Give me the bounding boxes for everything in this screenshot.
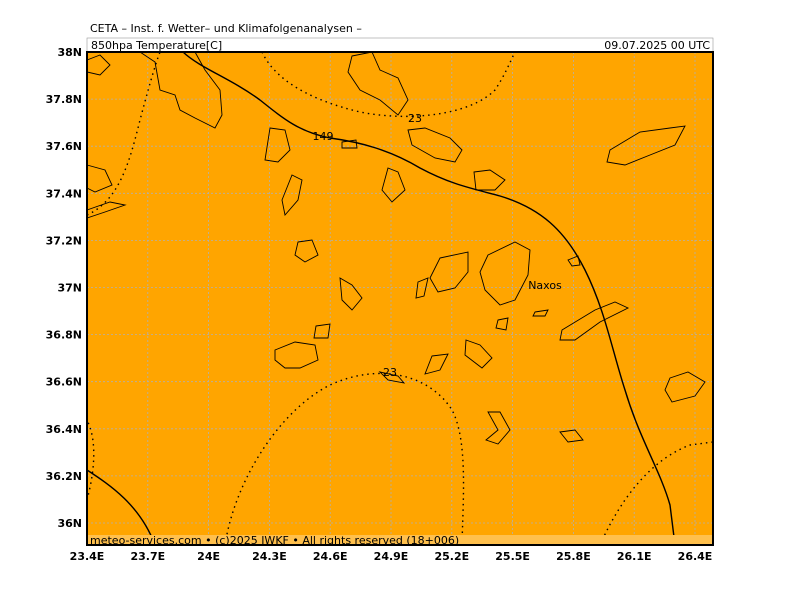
- island: [559, 301, 630, 341]
- island: [485, 411, 511, 445]
- lat-label: 38N: [57, 46, 82, 59]
- contours: [86, 51, 714, 546]
- contour-label: 23: [383, 366, 397, 379]
- title: CETA – Inst. f. Wetter– und Klimafolgena…: [90, 22, 362, 35]
- lat-label: 36.6N: [46, 376, 82, 389]
- map-area: [87, 52, 713, 545]
- island: [559, 429, 584, 443]
- lat-label: 37.6N: [46, 140, 82, 153]
- island: [424, 353, 449, 375]
- lon-label: 25.2E: [434, 550, 469, 563]
- lon-label: 24E: [197, 550, 220, 563]
- lon-label: 26.1E: [617, 550, 652, 563]
- lon-label: 25.5E: [495, 550, 530, 563]
- lat-label: 37.2N: [46, 234, 82, 247]
- contour-line: [86, 419, 95, 501]
- contour-label: 149: [313, 130, 334, 143]
- island: [339, 277, 363, 311]
- lon-label: 24.6E: [313, 550, 348, 563]
- contour-line: [86, 469, 156, 546]
- lat-label: 36.4N: [46, 423, 82, 436]
- variable: 850hpa Temperature[C]: [91, 39, 222, 52]
- contour-line: [86, 51, 161, 216]
- lat-label: 36.8N: [46, 329, 82, 342]
- island: [606, 125, 686, 166]
- lat-label: 37.4N: [46, 187, 82, 200]
- island: [473, 169, 506, 191]
- island: [381, 167, 406, 203]
- lat-label: 37.8N: [46, 93, 82, 106]
- island: [567, 255, 581, 267]
- valid-time: 09.07.2025 00 UTC: [604, 39, 710, 52]
- lon-label: 24.9E: [374, 550, 409, 563]
- map-frame: [86, 51, 714, 546]
- contour-label: 23: [408, 112, 422, 125]
- island: [378, 371, 406, 384]
- lat-label: 36.2N: [46, 470, 82, 483]
- lon-label: 23.7E: [130, 550, 165, 563]
- footer: meteo-services.com • (c)2025 IWKF • All …: [90, 534, 459, 547]
- island: [294, 239, 319, 263]
- island: [281, 174, 303, 216]
- lat-label: 36N: [57, 517, 82, 530]
- island: [479, 241, 531, 306]
- islands: [86, 51, 706, 445]
- lon-label: 25.8E: [556, 550, 591, 563]
- island: [407, 127, 463, 163]
- island: [341, 139, 358, 149]
- lon-label: 23.4E: [70, 550, 105, 563]
- lat-label: 37N: [57, 282, 82, 295]
- island: [664, 371, 706, 403]
- footer-bar: [87, 535, 713, 545]
- contour-line: [182, 51, 676, 546]
- contour-line: [261, 51, 516, 118]
- contour-line: [599, 441, 714, 546]
- island: [464, 339, 493, 369]
- island: [313, 323, 331, 339]
- place-label: Naxos: [528, 279, 562, 292]
- island: [347, 51, 409, 116]
- island: [429, 251, 469, 293]
- grid: [87, 52, 713, 545]
- island: [495, 317, 509, 331]
- island: [274, 341, 319, 369]
- lon-label: 24.3E: [252, 550, 287, 563]
- island: [532, 309, 549, 317]
- lon-label: 26.4E: [678, 550, 713, 563]
- island: [415, 277, 429, 299]
- island: [264, 127, 291, 163]
